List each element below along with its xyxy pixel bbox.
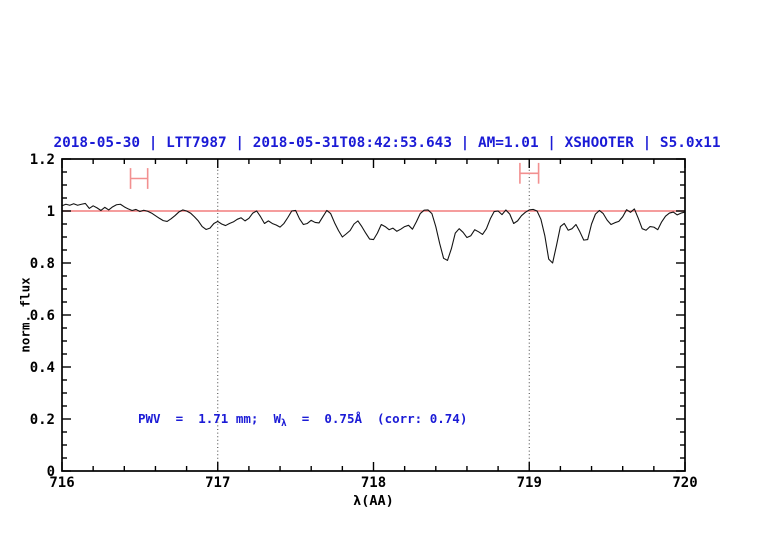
y-tick-label: 0.4	[30, 360, 55, 376]
y-tick-label: 0.2	[30, 412, 55, 428]
pwv-annotation: PWV = 1.71 mm; Wλ = 0.75Å (corr: 0.74)	[138, 411, 467, 429]
plot-title: 2018-05-30 | LTT7987 | 2018-05-31T08:42:…	[53, 135, 721, 151]
y-tick-label: 0	[47, 464, 55, 480]
spectrum-line	[61, 202, 686, 264]
y-tick-label: 1.2	[30, 152, 55, 168]
y-tick-label: 0.6	[30, 308, 55, 324]
y-tick-label: 1	[47, 204, 55, 220]
pwv-annotation-suffix: = 0.75Å (corr: 0.74)	[286, 411, 468, 426]
y-axis-label: norm. flux	[17, 277, 33, 353]
y-tick-label: 0.8	[30, 256, 55, 272]
pwv-annotation-prefix: PWV = 1.71 mm; W	[138, 411, 281, 426]
pwv-annotation-lambda-subscript: λ	[281, 418, 287, 429]
x-tick-label: 716	[49, 475, 74, 491]
x-tick-label: 717	[205, 475, 230, 491]
x-tick-label: 720	[672, 475, 697, 491]
x-axis-label: λ(AA)	[353, 493, 394, 509]
x-tick-label: 719	[517, 475, 542, 491]
x-tick-label: 718	[361, 475, 386, 491]
